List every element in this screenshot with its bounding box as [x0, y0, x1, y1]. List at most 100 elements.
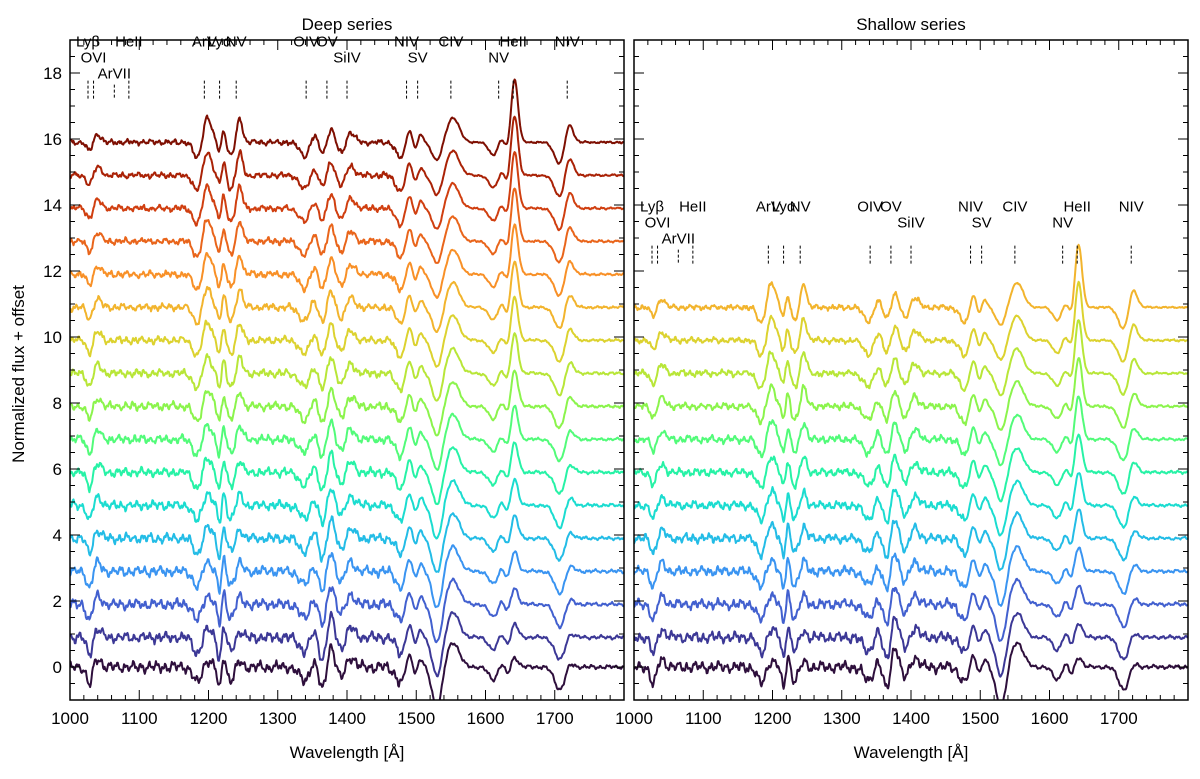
- spectrum-line: [70, 187, 624, 264]
- spectrum-line: [70, 332, 624, 402]
- line-label: NIV: [958, 199, 983, 216]
- line-label: NV: [488, 50, 509, 67]
- spectrum-line: [70, 78, 624, 165]
- x-tick-label: 1200: [190, 709, 228, 728]
- spectrum-line: [70, 295, 624, 368]
- x-tick-label: 1700: [1100, 709, 1138, 728]
- x-tick-label: 1400: [892, 709, 930, 728]
- line-label: Lyβ: [76, 34, 100, 51]
- y-tick-label: 6: [53, 460, 62, 479]
- spectrum-line: [70, 544, 624, 609]
- spectrum-line: [70, 151, 624, 232]
- spectrum-line: [634, 433, 1188, 503]
- series-group: [70, 78, 624, 700]
- x-axis-label: Wavelength [Å]: [290, 743, 405, 762]
- x-tick-label: 1400: [328, 709, 366, 728]
- spectrum-line: [70, 369, 624, 437]
- y-tick-label: 4: [53, 526, 62, 545]
- line-label: OIV: [293, 34, 319, 51]
- line-label: HeII: [115, 34, 143, 51]
- line-label: OV: [316, 34, 338, 51]
- spectrum-line: [70, 115, 624, 198]
- y-tick-label: 8: [53, 394, 62, 413]
- y-tick-label: 18: [43, 64, 62, 83]
- x-tick-label: 1600: [1031, 709, 1069, 728]
- x-tick-label: 1600: [467, 709, 505, 728]
- x-axis: 1000 1100 1200 1300 1400 1500 1600 1700 Waveleng…: [51, 40, 625, 762]
- line-label: OIV: [857, 199, 883, 216]
- panel-title: Shallow series: [856, 15, 966, 34]
- panel-title: Deep series: [302, 15, 393, 34]
- line-label: Lyβ: [640, 199, 664, 216]
- line-label: ArVII: [98, 66, 131, 83]
- y-axis: [634, 39, 1188, 701]
- spectrum-line: [70, 441, 624, 506]
- x-tick-label: 1300: [259, 709, 297, 728]
- spectrum-line: [634, 611, 1188, 678]
- line-label: SV: [408, 50, 428, 67]
- line-label: SV: [972, 215, 992, 232]
- spectrum-line: [70, 577, 624, 644]
- line-label: HeII: [679, 199, 707, 216]
- line-label: NIV: [394, 34, 419, 51]
- line-label: ArV: [192, 34, 217, 51]
- spectrum-line: [70, 642, 624, 700]
- line-label: OVI: [645, 215, 671, 232]
- spectrum-line: [634, 319, 1188, 397]
- spectrum-line: [634, 577, 1188, 642]
- y-tick-label: 10: [43, 328, 62, 347]
- x-tick-label: 1000: [51, 709, 89, 728]
- line-label: SiIV: [333, 50, 361, 67]
- line-label: CIV: [1002, 199, 1027, 216]
- y-tick-label: 0: [53, 658, 62, 677]
- series-group: [634, 243, 1188, 700]
- x-tick-label: 1500: [961, 709, 999, 728]
- line-label: Lyα: [772, 199, 796, 216]
- line-label: HeII: [1063, 199, 1091, 216]
- spectrum-line: [634, 641, 1188, 700]
- line-label: ArV: [756, 199, 781, 216]
- x-tick-label: 1200: [754, 709, 792, 728]
- y-tick-label: 12: [43, 262, 62, 281]
- line-label: NIV: [555, 34, 580, 51]
- x-tick-label: 1100: [121, 709, 158, 728]
- x-axis: 1000 1100 1200 1300 1400 1500 1600 1700 Waveleng…: [615, 40, 1189, 762]
- spectrum-line: [70, 223, 624, 299]
- spectrum-line: [634, 280, 1188, 363]
- line-label: NV: [1052, 215, 1073, 232]
- y-axis-label: Normalized flux + offset: [9, 285, 28, 463]
- x-tick-label: 1100: [685, 709, 722, 728]
- x-tick-label: 1300: [823, 709, 861, 728]
- spectrum-line: [634, 508, 1188, 572]
- line-label: SiIV: [897, 215, 925, 232]
- line-label: Lyα: [208, 34, 232, 51]
- y-tick-label: 2: [53, 592, 62, 611]
- spectrum-line: [634, 243, 1188, 330]
- x-tick-label: 1700: [536, 709, 574, 728]
- y-tick-label: 16: [43, 130, 62, 149]
- spectrum-line: [70, 260, 624, 333]
- line-label: NIV: [1119, 199, 1144, 216]
- spectrum-line: [634, 395, 1188, 467]
- spectrum-line: [70, 404, 624, 471]
- line-label: OVI: [81, 50, 107, 67]
- line-label: NV: [790, 199, 811, 216]
- y-axis: 0 2 4 6 8 10 12 14 16 18: [43, 39, 624, 701]
- spectrum-line: [70, 610, 624, 678]
- spectrum-line: [70, 477, 624, 540]
- spectrum-line: [70, 512, 624, 573]
- line-label: ArVII: [662, 231, 695, 248]
- line-label: OV: [880, 199, 902, 216]
- line-label: CIV: [438, 34, 463, 51]
- spectrum-line: [634, 545, 1188, 607]
- spectrum-line: [634, 357, 1188, 431]
- y-tick-label: 14: [43, 196, 62, 215]
- x-tick-label: 1000: [615, 709, 653, 728]
- x-tick-label: 1500: [397, 709, 435, 728]
- x-axis-label: Wavelength [Å]: [854, 743, 969, 762]
